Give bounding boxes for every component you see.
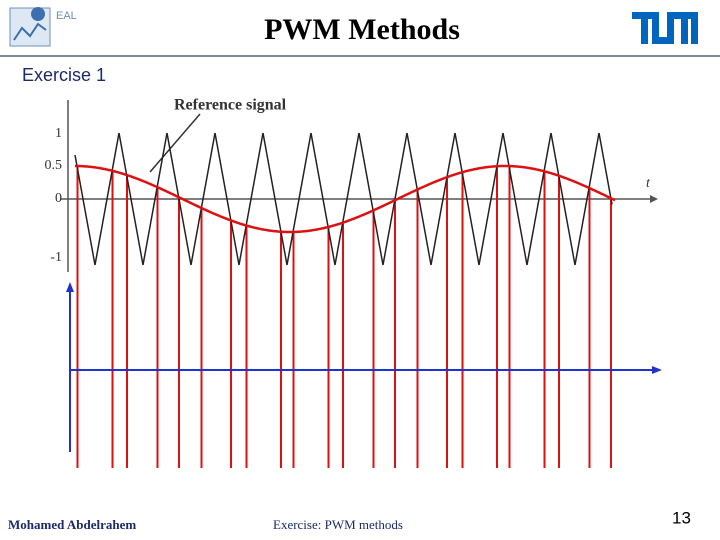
y-label: 0.5 (45, 158, 63, 173)
page-number: 13 (672, 508, 691, 527)
tum-part (681, 12, 688, 44)
pwm-x-arrow (652, 366, 662, 374)
pwm-y-arrow (66, 282, 74, 292)
tum-part (652, 12, 659, 44)
carrier-wave (74, 132, 613, 266)
eal-logo: EAL (9, 7, 77, 47)
tum-part (652, 37, 674, 44)
x-label: t (646, 176, 651, 191)
slide-title: PWM Methods (264, 13, 460, 46)
tum-logo (632, 12, 698, 44)
x-arrow (650, 195, 658, 203)
reference-wave (74, 164, 616, 234)
y-label: -1 (50, 250, 62, 265)
annotation: Reference signal (174, 97, 287, 114)
tum-part (641, 12, 648, 44)
logo-wave (13, 22, 47, 41)
section-label: Exercise 1 (22, 65, 106, 85)
logo-dot (31, 7, 45, 21)
y-label: 0 (55, 191, 62, 206)
logo-text: EAL (56, 10, 77, 22)
waves (74, 132, 616, 468)
y-label: 1 (55, 126, 62, 141)
annotation-arrow (149, 113, 201, 173)
footer-author: Mohamed Abdelrahem (8, 517, 136, 532)
tum-part (691, 12, 698, 44)
tum-part (667, 12, 674, 44)
footer-topic: Exercise: PWM methods (273, 517, 403, 532)
